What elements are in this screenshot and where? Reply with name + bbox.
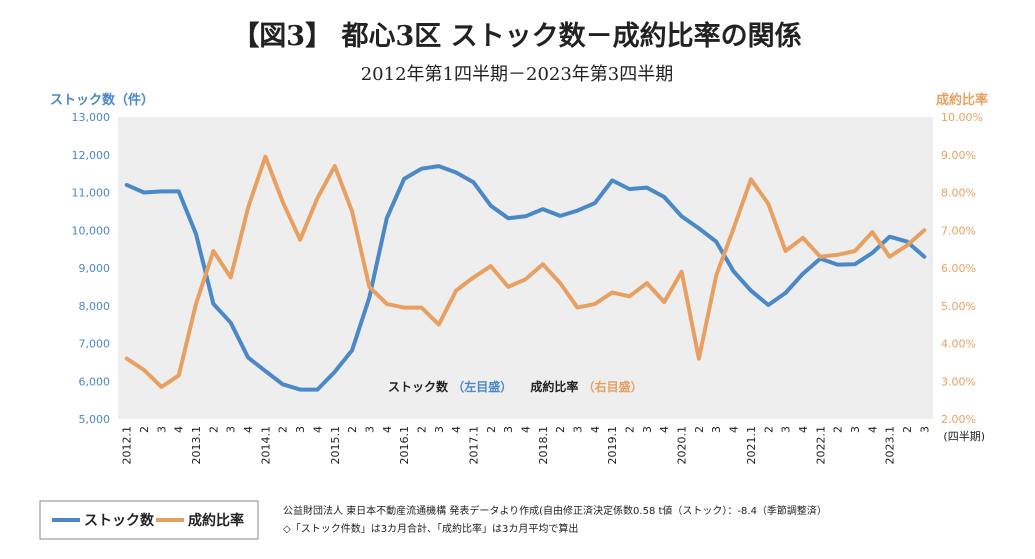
inline-legend-ratio-name: 成約比率 bbox=[530, 379, 578, 394]
x-tick-label: 3 bbox=[225, 426, 238, 433]
y-left-tick-label: 11,000 bbox=[72, 187, 111, 200]
x-tick-label: 2 bbox=[277, 426, 290, 433]
x-tick-label: 4 bbox=[381, 426, 394, 433]
y-right-tick-label: 9.00% bbox=[941, 149, 976, 162]
y-right-axis-label: 成約比率 bbox=[936, 92, 988, 108]
y-right-tick-label: 6.00% bbox=[941, 262, 976, 275]
x-tick-label: 4 bbox=[450, 426, 463, 433]
x-tick-label: 2 bbox=[901, 426, 914, 433]
x-tick-label: 4 bbox=[866, 426, 879, 433]
x-tick-label: 4 bbox=[797, 426, 810, 433]
y-right-tick-label: 8.00% bbox=[941, 187, 976, 200]
x-tick-label: 2 bbox=[762, 426, 775, 433]
x-tick-label: 2 bbox=[138, 426, 151, 433]
x-tick-label: 4 bbox=[173, 426, 186, 433]
x-tick-label: 3 bbox=[294, 426, 307, 433]
y-left-tick-label: 10,000 bbox=[72, 224, 111, 237]
x-tick-label: 4 bbox=[242, 426, 255, 433]
x-tick-label: 2 bbox=[485, 426, 498, 433]
y-right-tick-label: 10.00% bbox=[941, 111, 983, 124]
chart-title: 【図3】 都心3区 ストック数－成約比率の関係 bbox=[232, 20, 801, 52]
inline-legend-stock-name: ストック数 bbox=[388, 379, 449, 394]
footnote-method: ◇「ストック件数」は3カ月合計、「成約比率」は3カ月平均で算出 bbox=[283, 522, 578, 535]
y-right-tick-label: 3.00% bbox=[941, 375, 976, 388]
x-tick-label: 2 bbox=[832, 426, 845, 433]
inline-legend-stock-axis: （左目盛） bbox=[452, 379, 512, 394]
plot-area bbox=[118, 117, 933, 419]
x-tick-label: 2020.1 bbox=[676, 426, 689, 465]
inline-legend: ストック数 （左目盛） 成約比率 （右目盛） bbox=[388, 379, 643, 394]
y-left-tick-label: 6,000 bbox=[79, 375, 111, 388]
y-right-tick-label: 2.00% bbox=[941, 413, 976, 426]
x-ticks: 2012.1 2 3 4 2013.1 2 3 4 2014.1 2 3 4 2015.1 2 3 4 2016… bbox=[121, 426, 932, 465]
x-tick-label: 4 bbox=[658, 426, 671, 433]
x-tick-label: 2 bbox=[693, 426, 706, 433]
x-tick-label: 3 bbox=[780, 426, 793, 433]
x-tick-label: 2016.1 bbox=[398, 426, 411, 465]
chart-subtitle: 2012年第1四半期－2023年第3四半期 bbox=[361, 64, 674, 85]
x-axis-unit-label: (四半期) bbox=[943, 429, 985, 443]
x-tick-label: 3 bbox=[433, 426, 446, 433]
y-left-tick-label: 5,000 bbox=[79, 413, 111, 426]
x-tick-label: 3 bbox=[641, 426, 654, 433]
x-tick-label: 2021.1 bbox=[745, 426, 758, 465]
x-tick-label: 2017.1 bbox=[467, 426, 480, 465]
x-tick-label: 2014.1 bbox=[259, 426, 272, 465]
x-tick-label: 4 bbox=[728, 426, 741, 433]
y-right-tick-label: 4.00% bbox=[941, 338, 976, 351]
x-tick-label: 4 bbox=[311, 426, 324, 433]
y-left-tick-label: 13,000 bbox=[72, 111, 111, 124]
x-tick-label: 2019.1 bbox=[606, 426, 619, 465]
x-tick-label: 2015.1 bbox=[329, 426, 342, 465]
x-tick-label: 3 bbox=[502, 426, 515, 433]
x-tick-label: 2 bbox=[554, 426, 567, 433]
series-line-ratio bbox=[124, 154, 927, 389]
x-tick-label: 2 bbox=[346, 426, 359, 433]
x-tick-label: 2013.1 bbox=[190, 426, 203, 465]
x-tick-label: 3 bbox=[155, 426, 168, 433]
x-tick-label: 2022.1 bbox=[814, 426, 827, 465]
x-tick-label: 2 bbox=[624, 426, 637, 433]
x-tick-label: 2018.1 bbox=[537, 426, 550, 465]
series-line-stock bbox=[124, 164, 927, 392]
legend-label-stock: ストック数 bbox=[84, 512, 155, 529]
y-left-ticks: 5,000 6,000 7,000 8,000 9,000 10,000 11,000 12,… bbox=[72, 111, 111, 426]
x-tick-label: 3 bbox=[572, 426, 585, 433]
inline-legend-ratio-axis: （右目盛） bbox=[583, 379, 643, 394]
x-tick-label: 3 bbox=[363, 426, 376, 433]
x-tick-label: 2023.1 bbox=[884, 426, 897, 465]
y-left-tick-label: 8,000 bbox=[79, 300, 111, 313]
x-tick-label: 4 bbox=[589, 426, 602, 433]
x-tick-label: 2012.1 bbox=[121, 426, 134, 465]
x-tick-label: 3 bbox=[849, 426, 862, 433]
y-right-tick-label: 7.00% bbox=[941, 224, 976, 237]
x-tick-label: 3 bbox=[918, 426, 931, 433]
y-right-tick-label: 5.00% bbox=[941, 300, 976, 313]
y-left-axis-label: ストック数（件） bbox=[50, 92, 154, 108]
y-right-ticks: 2.00% 3.00% 4.00% 5.00% 6.00% 7.00% 8.00% 9.00%… bbox=[941, 111, 983, 426]
x-tick-label: 4 bbox=[520, 426, 533, 433]
y-left-tick-label: 7,000 bbox=[79, 338, 111, 351]
x-tick-label: 3 bbox=[710, 426, 723, 433]
y-left-tick-label: 12,000 bbox=[72, 149, 111, 162]
legend-label-ratio: 成約比率 bbox=[188, 512, 244, 529]
footnote-source: 公益財団法人 東日本不動産流通機構 発表データより作成(自由修正済決定係数0.5… bbox=[283, 504, 827, 517]
x-tick-label: 2 bbox=[415, 426, 428, 433]
y-left-tick-label: 9,000 bbox=[79, 262, 111, 275]
x-tick-label: 2 bbox=[207, 426, 220, 433]
